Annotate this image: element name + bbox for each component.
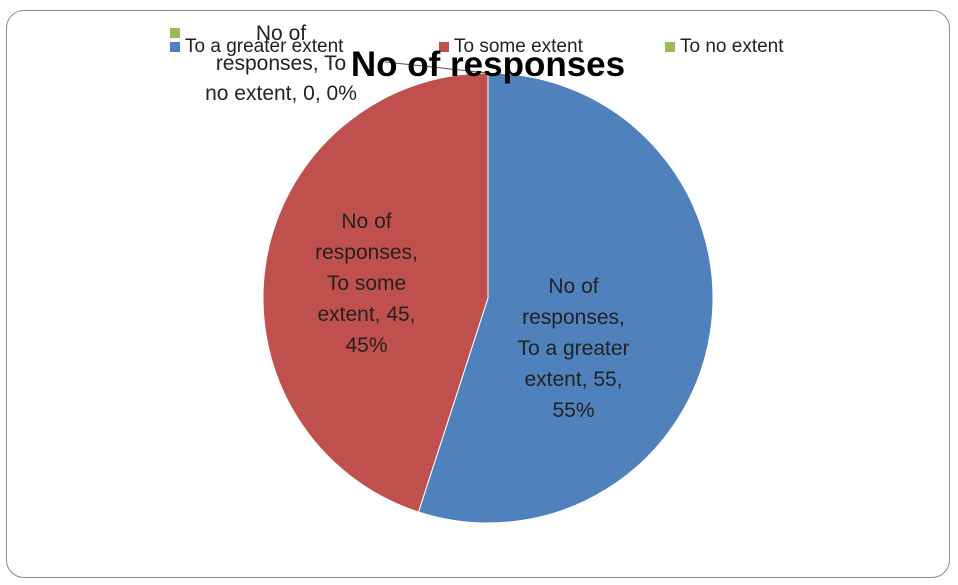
pie-slices xyxy=(262,72,714,524)
legend-item-to-no-extent: To no extent xyxy=(665,36,784,57)
data-label-to-some-extent: No of responses, To some extent, 45, 45% xyxy=(315,210,418,357)
chart-legend: To a greater extent To some extent To no e… xyxy=(170,28,784,57)
data-labels: No of responses, To a greater extent, 55, 55… xyxy=(205,22,629,422)
pie-slice-to-a-greater-extent xyxy=(417,72,714,524)
pie-slice-to-some-extent xyxy=(262,72,489,513)
legend-swatch xyxy=(439,42,449,52)
leader-line-to-no-extent xyxy=(384,61,489,74)
legend-label: To a greater extent xyxy=(185,36,344,57)
zero-slice-marker xyxy=(170,28,180,38)
legend-item-to-a-greater-extent: To a greater extent xyxy=(170,36,344,57)
legend-swatch xyxy=(665,42,675,52)
data-label-to-a-greater-extent: No of responses, To a greater extent, 55, 55… xyxy=(517,275,629,422)
data-label-to-no-extent: No of responses, To no extent, 0, 0% xyxy=(205,22,357,105)
legend-swatch xyxy=(170,42,180,52)
legend-label: To some extent xyxy=(454,36,584,57)
legend-item-to-some-extent: To some extent xyxy=(439,36,584,57)
legend-label: To no extent xyxy=(680,36,784,57)
chart-title: No of responses xyxy=(351,45,625,84)
